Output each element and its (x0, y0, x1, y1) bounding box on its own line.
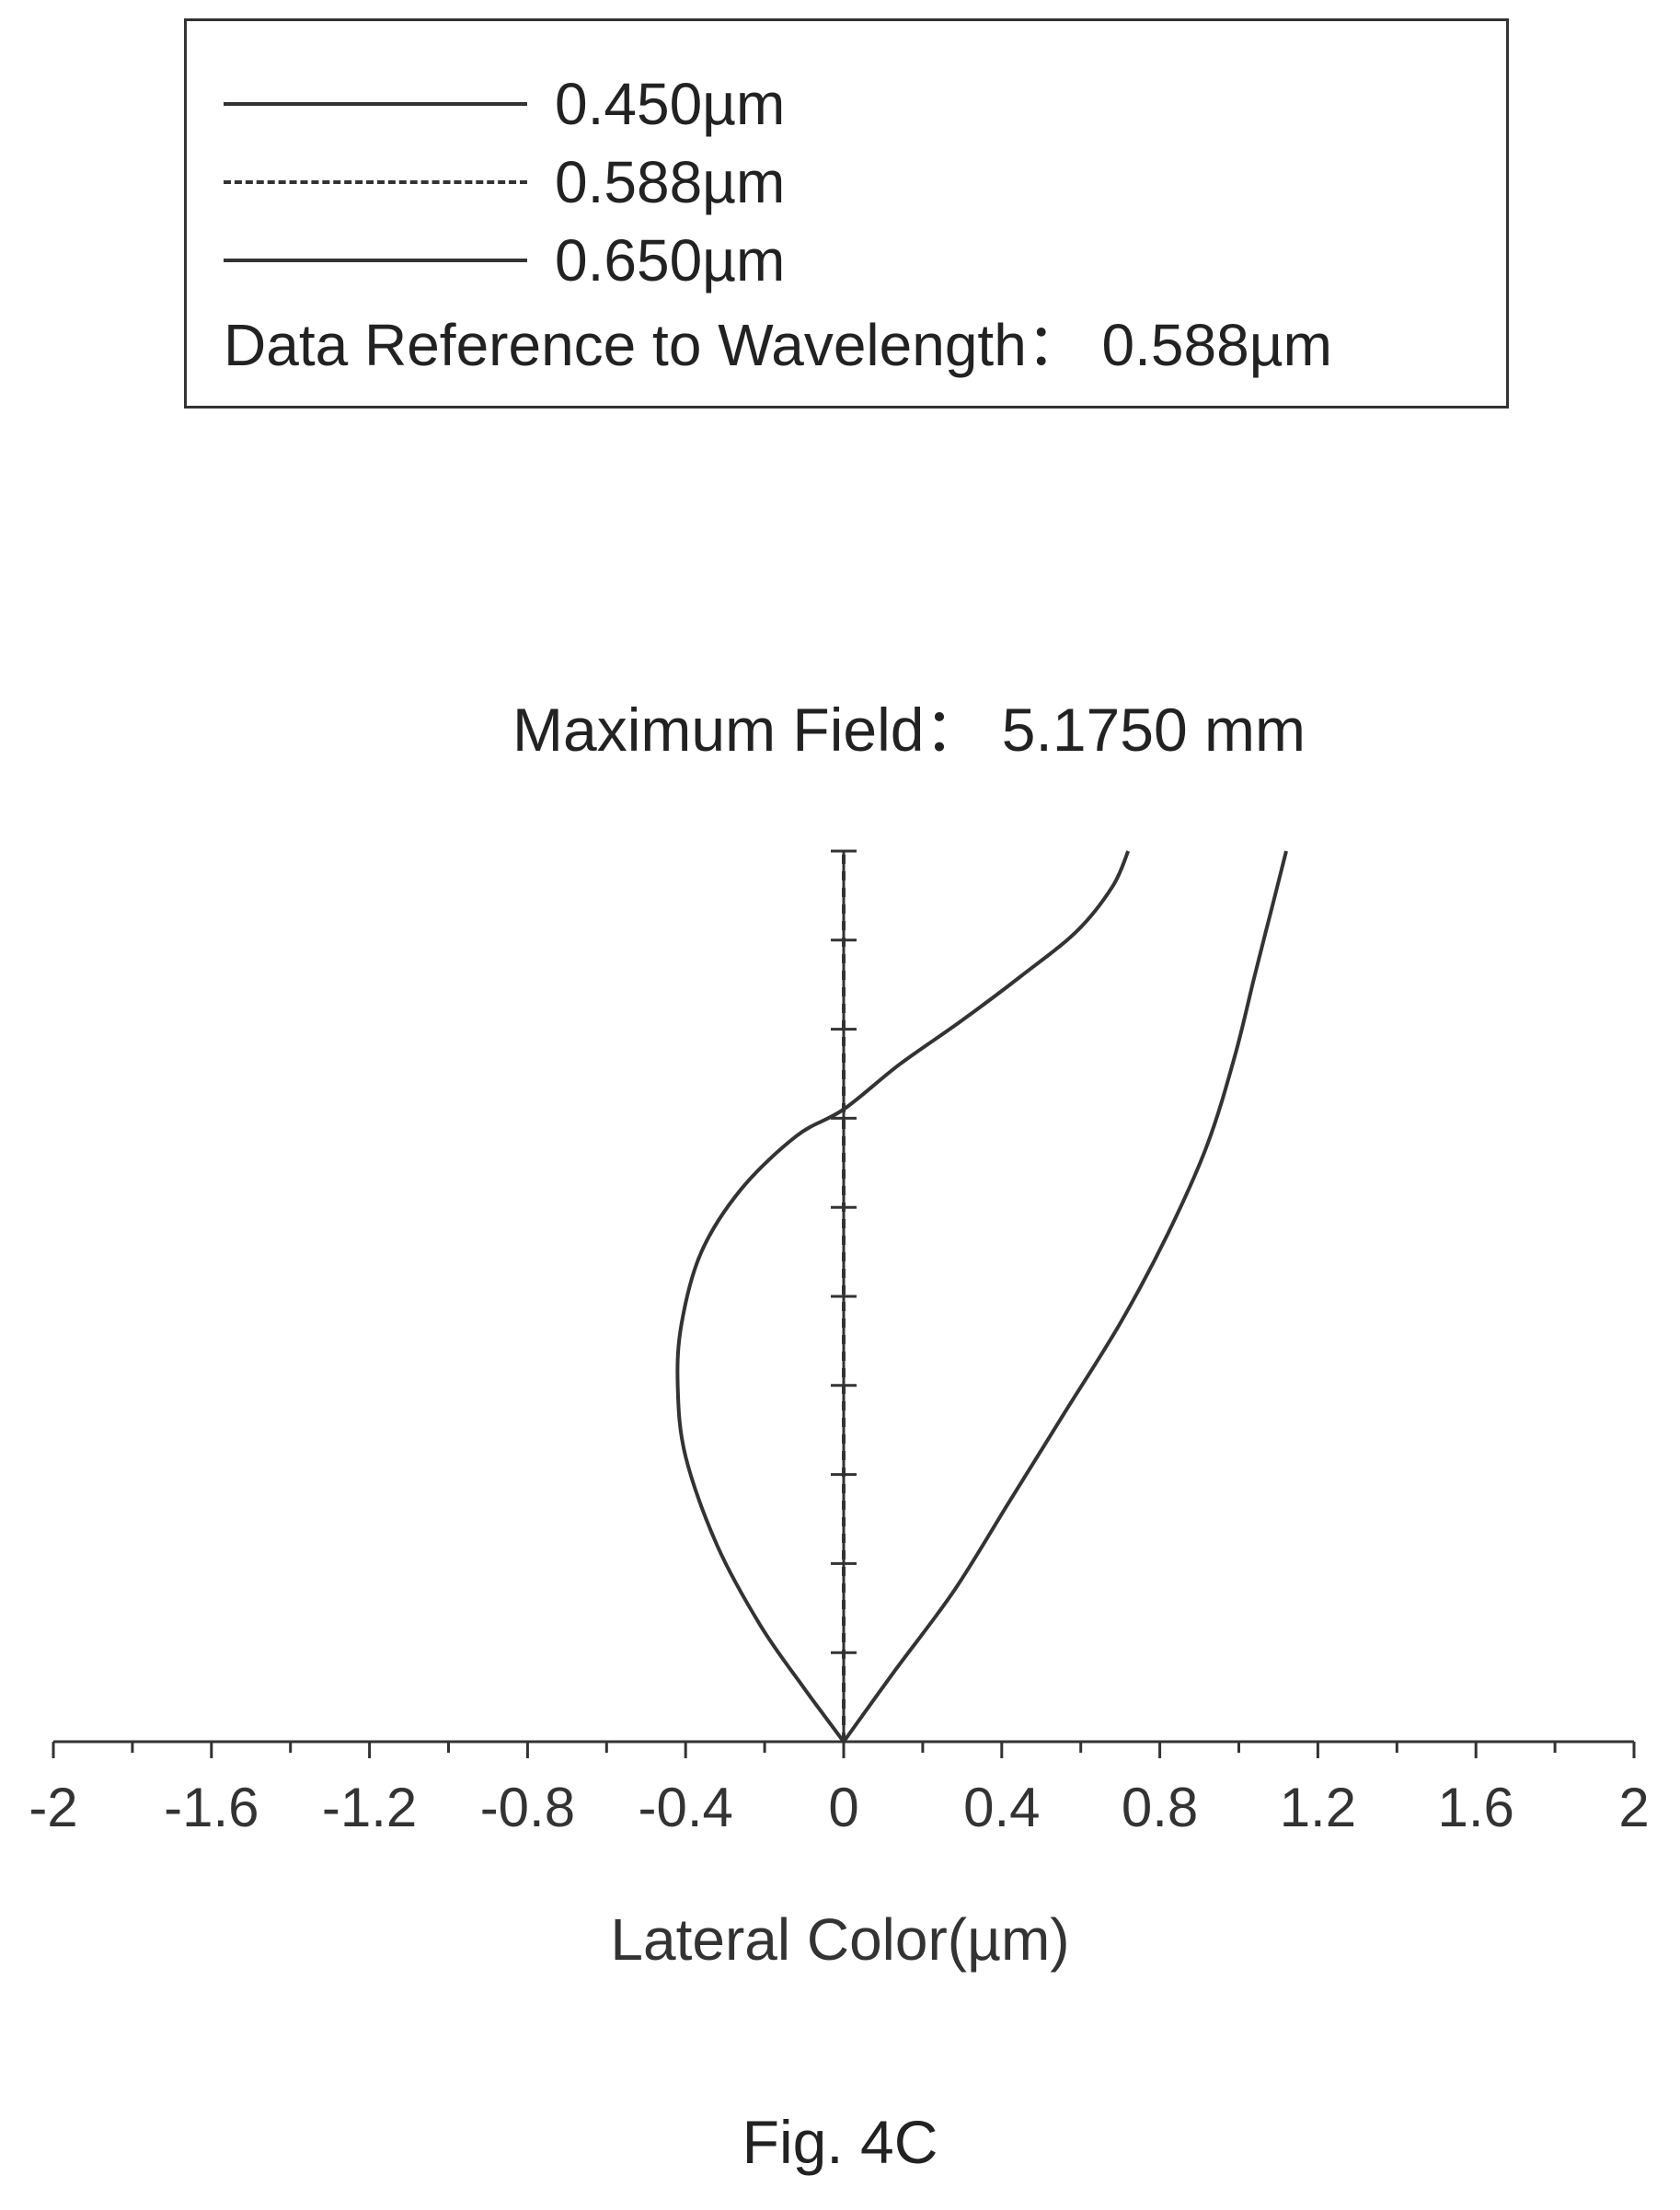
x-tick-label: 1.2 (1280, 1777, 1356, 1838)
series-layer (675, 850, 1288, 1744)
series-line-0450 (675, 850, 1131, 1744)
series-line-0650 (842, 850, 1288, 1744)
x-tick-label: 1.6 (1437, 1777, 1513, 1838)
legend-swatch-solid (224, 259, 527, 262)
x-tick-label: -0.4 (639, 1777, 733, 1838)
x-tick-label: 0.4 (963, 1777, 1040, 1838)
x-axis-title: Lateral Color(µm) (610, 1906, 1069, 1973)
legend-swatch-solid (224, 102, 527, 106)
legend-reference-text: Data Reference to Wavelength： 0.588µm (224, 312, 1332, 378)
legend-item-588: 0.588µm (224, 145, 785, 219)
legend-label: 0.450µm (555, 71, 786, 137)
x-tick-label: 2 (1618, 1777, 1649, 1838)
legend-swatch-dashed (224, 180, 527, 184)
x-tick-label: -0.8 (480, 1777, 575, 1838)
legend-label: 0.588µm (555, 149, 786, 215)
labels-layer: -2 -1.6 -1.2 -0.8 -0.4 0 0.4 0.8 1.2 1.6 2 Lateral … (29, 1777, 1649, 1973)
legend-label: 0.650µm (555, 227, 786, 294)
x-tick-label: -1.6 (164, 1777, 259, 1838)
figure-caption: Fig. 4C (742, 2108, 938, 2176)
x-tick-label: -2 (29, 1777, 77, 1838)
legend-item-650: 0.650µm (224, 224, 785, 297)
x-tick-label: 0.8 (1122, 1777, 1198, 1838)
chart-title: Maximum Field： 5.1750 mm (512, 696, 1306, 764)
legend-item-450: 0.450µm (224, 67, 785, 141)
legend-box: 0.450µm 0.588µm 0.650µm Data Reference t… (184, 18, 1509, 409)
x-tick-label: 0 (828, 1777, 858, 1838)
x-tick-label: -1.2 (322, 1777, 417, 1838)
